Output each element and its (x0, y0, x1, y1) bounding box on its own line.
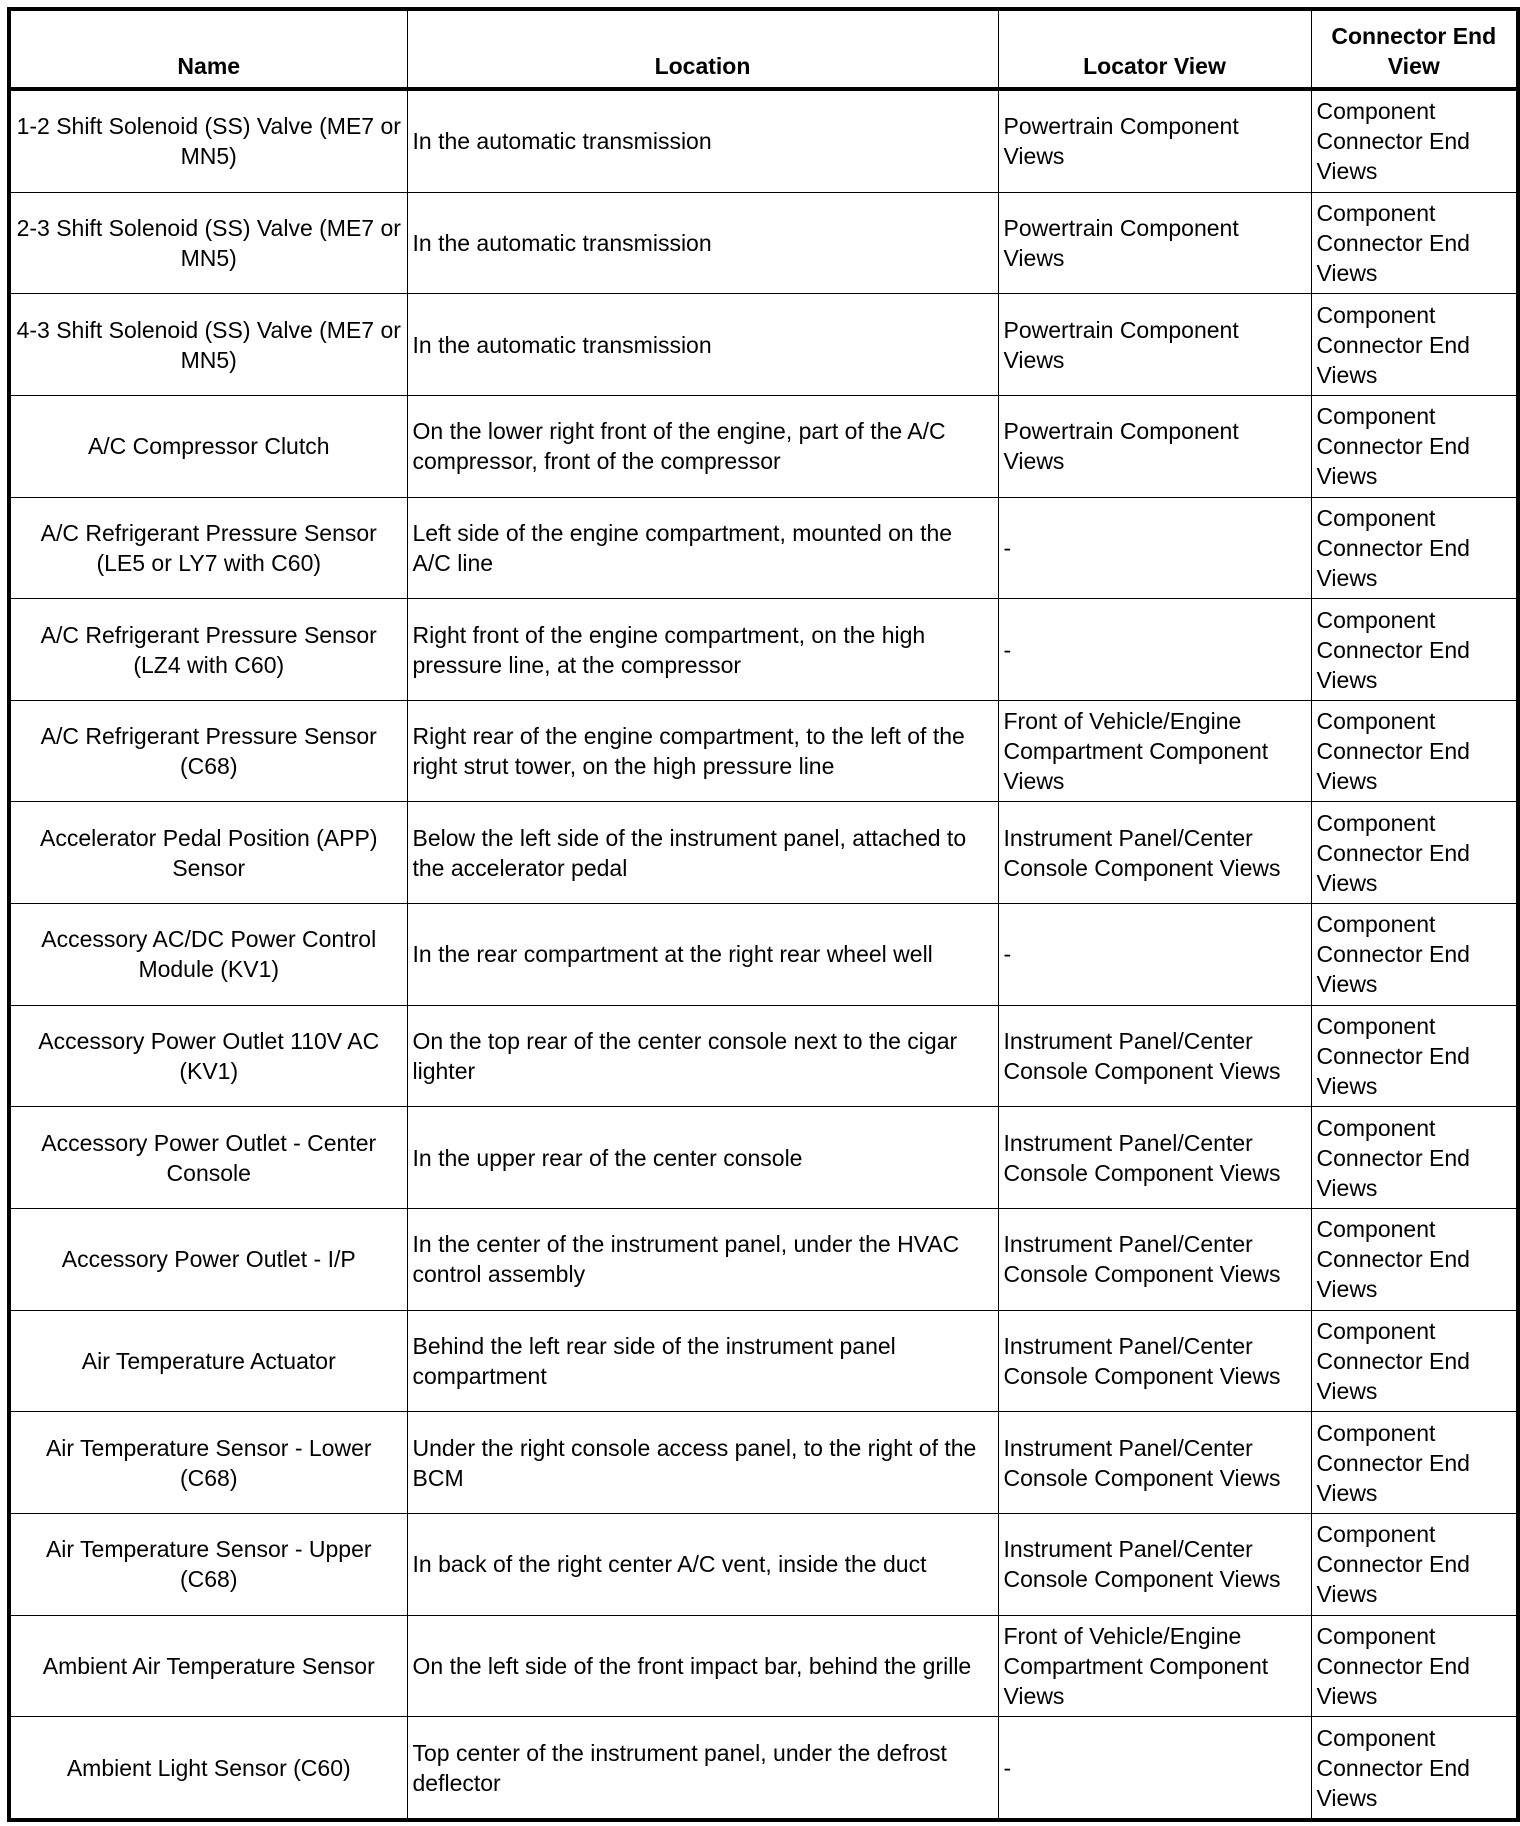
header-row: Name Location Locator View Connector End… (8, 8, 1519, 91)
table-row: Accessory Power Outlet - Center Console I… (8, 1106, 1519, 1210)
connector-end-view-cell: Component Connector End Views (1310, 1411, 1519, 1514)
table-row: Ambient Light Sensor (C60) Top center of … (8, 1716, 1519, 1821)
locator-view-cell: Instrument Panel/Center Console Componen… (997, 801, 1312, 905)
locator-view-cell: Powertrain Component Views (997, 394, 1312, 498)
name-cell: 4-3 Shift Solenoid (SS) Valve (ME7 or MN… (8, 293, 408, 396)
header-name: Name (8, 8, 408, 91)
locator-view-cell: - (997, 496, 1312, 600)
name-cell: 1-2 Shift Solenoid (SS) Valve (ME7 or MN… (8, 88, 408, 193)
locator-view-cell: Powertrain Component Views (997, 191, 1312, 295)
location-cell: In the automatic transmission (406, 293, 999, 396)
location-cell: Top center of the instrument panel, unde… (406, 1716, 999, 1821)
location-cell: In back of the right center A/C vent, in… (406, 1512, 999, 1616)
location-cell: In the automatic transmission (406, 88, 999, 193)
table-row: 4-3 Shift Solenoid (SS) Valve (ME7 or MN… (8, 293, 1519, 396)
name-cell: Accessory Power Outlet - Center Console (8, 1106, 408, 1210)
connector-end-view-cell: Component Connector End Views (1310, 1716, 1519, 1821)
connector-end-view-cell: Component Connector End Views (1310, 88, 1519, 193)
connector-end-view-cell: Component Connector End Views (1310, 191, 1519, 295)
connector-end-view-cell: Component Connector End Views (1310, 699, 1519, 803)
location-cell: On the left side of the front impact bar… (406, 1614, 999, 1718)
location-cell: On the top rear of the center console ne… (406, 1004, 999, 1108)
name-cell: Air Temperature Sensor - Upper (C68) (8, 1512, 408, 1616)
table-row: Accelerator Pedal Position (APP) Sensor B… (8, 801, 1519, 905)
connector-end-view-cell: Component Connector End Views (1310, 293, 1519, 396)
name-cell: Air Temperature Actuator (8, 1309, 408, 1413)
location-cell: In the automatic transmission (406, 191, 999, 295)
connector-end-view-cell: Component Connector End Views (1310, 903, 1519, 1006)
locator-view-cell: Instrument Panel/Center Console Componen… (997, 1004, 1312, 1108)
table-row: Air Temperature Actuator Behind the left … (8, 1309, 1519, 1413)
location-cell: Left side of the engine compartment, mou… (406, 496, 999, 600)
locator-view-cell: Powertrain Component Views (997, 88, 1312, 193)
connector-end-view-cell: Component Connector End Views (1310, 1208, 1519, 1311)
header-location: Location (406, 8, 999, 91)
locator-view-cell: Instrument Panel/Center Console Componen… (997, 1411, 1312, 1514)
table-row: Ambient Air Temperature Sensor On the lef… (8, 1614, 1519, 1718)
connector-end-view-cell: Component Connector End Views (1310, 394, 1519, 498)
table-row: 1-2 Shift Solenoid (SS) Valve (ME7 or MN… (8, 88, 1519, 193)
table-row: Air Temperature Sensor - Upper (C68) In b… (8, 1512, 1519, 1616)
table-row: Accessory AC/DC Power Control Module (KV… (8, 903, 1519, 1006)
location-cell: Right rear of the engine compartment, to… (406, 699, 999, 803)
connector-end-view-cell: Component Connector End Views (1310, 598, 1519, 701)
name-cell: Air Temperature Sensor - Lower (C68) (8, 1411, 408, 1514)
name-cell: Accessory Power Outlet 110V AC (KV1) (8, 1004, 408, 1108)
connector-end-view-cell: Component Connector End Views (1310, 1614, 1519, 1718)
location-cell: In the center of the instrument panel, u… (406, 1208, 999, 1311)
connector-end-view-cell: Component Connector End Views (1310, 1309, 1519, 1413)
locator-view-cell: Instrument Panel/Center Console Componen… (997, 1208, 1312, 1311)
location-cell: Under the right console access panel, to… (406, 1411, 999, 1514)
name-cell: A/C Compressor Clutch (8, 394, 408, 498)
location-cell: Behind the left rear side of the instrum… (406, 1309, 999, 1413)
name-cell: Ambient Light Sensor (C60) (8, 1716, 408, 1821)
name-cell: Accessory AC/DC Power Control Module (KV… (8, 903, 408, 1006)
table-row: Air Temperature Sensor - Lower (C68) Unde… (8, 1411, 1519, 1514)
locator-view-cell: Instrument Panel/Center Console Componen… (997, 1106, 1312, 1210)
name-cell: 2-3 Shift Solenoid (SS) Valve (ME7 or MN… (8, 191, 408, 295)
table-row: A/C Refrigerant Pressure Sensor (LE5 or … (8, 496, 1519, 600)
location-cell: Below the left side of the instrument pa… (406, 801, 999, 905)
component-locator-table: Name Location Locator View Connector End… (7, 7, 1520, 1822)
locator-view-cell: Instrument Panel/Center Console Componen… (997, 1309, 1312, 1413)
locator-view-cell: Front of Vehicle/Engine Compartment Comp… (997, 1614, 1312, 1718)
header-connector-end-view: Connector End View (1310, 8, 1519, 91)
location-cell: In the upper rear of the center console (406, 1106, 999, 1210)
table-row: 2-3 Shift Solenoid (SS) Valve (ME7 or MN… (8, 191, 1519, 295)
connector-end-view-cell: Component Connector End Views (1310, 1106, 1519, 1210)
connector-end-view-cell: Component Connector End Views (1310, 1512, 1519, 1616)
locator-view-cell: - (997, 598, 1312, 701)
table-row: A/C Refrigerant Pressure Sensor (LZ4 wit… (8, 598, 1519, 701)
name-cell: A/C Refrigerant Pressure Sensor (C68) (8, 699, 408, 803)
connector-end-view-cell: Component Connector End Views (1310, 801, 1519, 905)
name-cell: Accelerator Pedal Position (APP) Sensor (8, 801, 408, 905)
connector-end-view-cell: Component Connector End Views (1310, 496, 1519, 600)
locator-view-cell: Instrument Panel/Center Console Componen… (997, 1512, 1312, 1616)
locator-view-cell: Powertrain Component Views (997, 293, 1312, 396)
locator-view-cell: - (997, 1716, 1312, 1821)
locator-view-cell: - (997, 903, 1312, 1006)
table-row: A/C Compressor Clutch On the lower right … (8, 394, 1519, 498)
table-row: Accessory Power Outlet 110V AC (KV1) On t… (8, 1004, 1519, 1108)
location-cell: Right front of the engine compartment, o… (406, 598, 999, 701)
name-cell: A/C Refrigerant Pressure Sensor (LE5 or … (8, 496, 408, 600)
table-row: Accessory Power Outlet - I/P In the cente… (8, 1208, 1519, 1311)
connector-end-view-cell: Component Connector End Views (1310, 1004, 1519, 1108)
header-locator-view: Locator View (997, 8, 1312, 91)
locator-view-cell: Front of Vehicle/Engine Compartment Comp… (997, 699, 1312, 803)
location-cell: In the rear compartment at the right rea… (406, 903, 999, 1006)
name-cell: Accessory Power Outlet - I/P (8, 1208, 408, 1311)
location-cell: On the lower right front of the engine, … (406, 394, 999, 498)
table-row: A/C Refrigerant Pressure Sensor (C68) Rig… (8, 699, 1519, 803)
name-cell: Ambient Air Temperature Sensor (8, 1614, 408, 1718)
name-cell: A/C Refrigerant Pressure Sensor (LZ4 wit… (8, 598, 408, 701)
